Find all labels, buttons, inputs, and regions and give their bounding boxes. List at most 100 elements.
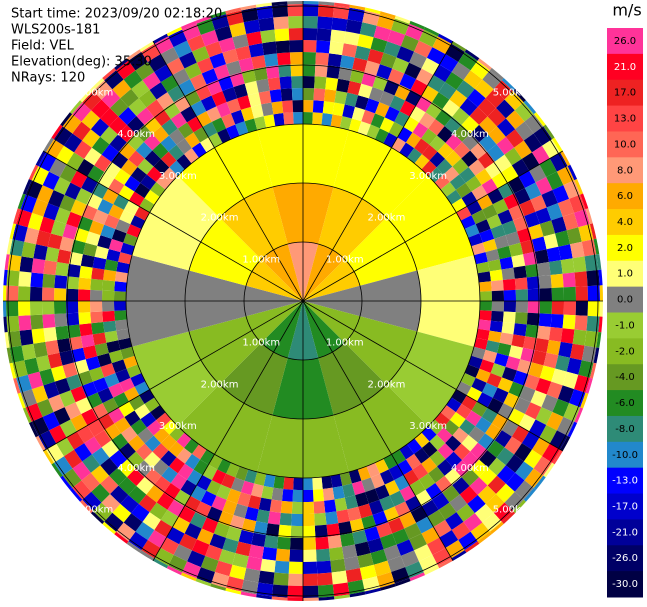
noise-cell xyxy=(562,272,576,288)
noise-cell xyxy=(445,435,462,452)
noise-cell xyxy=(222,87,238,103)
noise-cell xyxy=(501,419,519,437)
noise-cell xyxy=(494,235,509,249)
noise-cell xyxy=(429,135,446,152)
noise-cell xyxy=(243,568,261,583)
noise-cell xyxy=(51,462,63,478)
noise-cell xyxy=(383,544,401,561)
header-line: NRays: 120 xyxy=(11,71,85,86)
colorbar-title: m/s xyxy=(612,1,641,20)
noise-cell xyxy=(135,124,153,142)
noise-cell xyxy=(82,491,102,512)
noise-cell xyxy=(149,502,168,520)
noise-cell xyxy=(555,230,571,247)
noise-cell xyxy=(209,533,227,550)
noise-cell xyxy=(273,475,285,489)
noise-cell xyxy=(248,544,265,559)
noise-cell xyxy=(62,114,82,134)
noise-cell xyxy=(243,19,261,34)
noise-cell xyxy=(322,101,335,115)
noise-cell xyxy=(452,427,469,444)
noise-cell xyxy=(574,374,590,393)
noise-cell xyxy=(62,224,78,240)
noise-cell xyxy=(139,41,155,52)
noise-cell xyxy=(101,440,119,458)
noise-cell xyxy=(115,271,129,283)
noise-cell xyxy=(45,246,60,263)
noise-cell xyxy=(476,328,490,341)
noise-cell xyxy=(17,193,26,210)
noise-cell xyxy=(21,343,36,361)
noise-cell xyxy=(432,36,452,55)
colorbar-label: -6.0 xyxy=(615,398,635,409)
noise-cell xyxy=(258,497,272,512)
velocity-cell xyxy=(246,301,303,343)
noise-cell xyxy=(477,98,497,117)
noise-cell xyxy=(409,572,426,582)
noise-cell xyxy=(254,116,267,131)
velocity-cell xyxy=(219,342,288,415)
noise-cell xyxy=(176,138,192,155)
noise-cell xyxy=(405,453,422,470)
noise-cell xyxy=(187,34,206,52)
noise-cell xyxy=(244,118,258,133)
noise-cell xyxy=(33,244,48,261)
noise-cell xyxy=(150,405,166,420)
noise-cell xyxy=(118,142,136,160)
noise-cell xyxy=(464,49,480,61)
noise-cell xyxy=(43,327,58,342)
noise-cell xyxy=(344,495,359,510)
noise-cell xyxy=(200,490,217,507)
noise-cell xyxy=(280,500,293,514)
noise-cell xyxy=(558,244,573,261)
noise-cell xyxy=(82,454,101,473)
noise-cell xyxy=(503,289,516,301)
noise-cell xyxy=(361,109,376,125)
noise-cell xyxy=(358,503,373,519)
noise-cell xyxy=(187,550,206,568)
noise-cell xyxy=(407,148,422,164)
noise-cell xyxy=(468,426,486,443)
noise-cell xyxy=(357,121,371,136)
noise-cell xyxy=(449,89,468,108)
noise-cell xyxy=(434,412,450,428)
noise-cell xyxy=(222,537,239,554)
colorbar-block xyxy=(607,286,643,313)
noise-cell xyxy=(459,486,478,504)
noise-cell xyxy=(90,301,103,313)
noise-cell xyxy=(16,209,32,228)
noise-cell xyxy=(437,459,454,476)
noise-cell xyxy=(178,79,196,96)
noise-cell xyxy=(330,114,343,128)
noise-cell xyxy=(453,460,471,478)
noise-cell xyxy=(87,419,105,437)
noise-cell xyxy=(529,164,547,183)
noise-cell xyxy=(570,241,585,259)
noise-cell xyxy=(391,18,410,35)
noise-cell xyxy=(468,159,486,176)
noise-cell xyxy=(504,147,522,166)
noise-cell xyxy=(172,68,190,86)
noise-cell xyxy=(226,462,240,478)
noise-cell xyxy=(548,260,563,275)
noise-cell xyxy=(60,112,73,127)
noise-cell xyxy=(343,556,360,571)
noise-cell xyxy=(94,342,109,357)
noise-cell xyxy=(496,99,515,119)
noise-cell xyxy=(569,194,586,213)
colorbar-label: 6.0 xyxy=(617,191,633,202)
velocity-cell xyxy=(386,331,474,427)
noise-cell xyxy=(217,128,232,144)
noise-cell xyxy=(69,487,83,502)
noise-cell xyxy=(479,228,495,243)
noise-cell xyxy=(400,34,419,52)
colorbar-label: -10.0 xyxy=(612,450,638,461)
noise-cell xyxy=(137,427,154,444)
noise-cell xyxy=(27,212,44,231)
noise-cell xyxy=(258,90,272,105)
noise-cell xyxy=(214,25,233,42)
noise-cell xyxy=(343,31,360,46)
noise-cell xyxy=(210,11,227,19)
noise-cell xyxy=(426,537,446,555)
